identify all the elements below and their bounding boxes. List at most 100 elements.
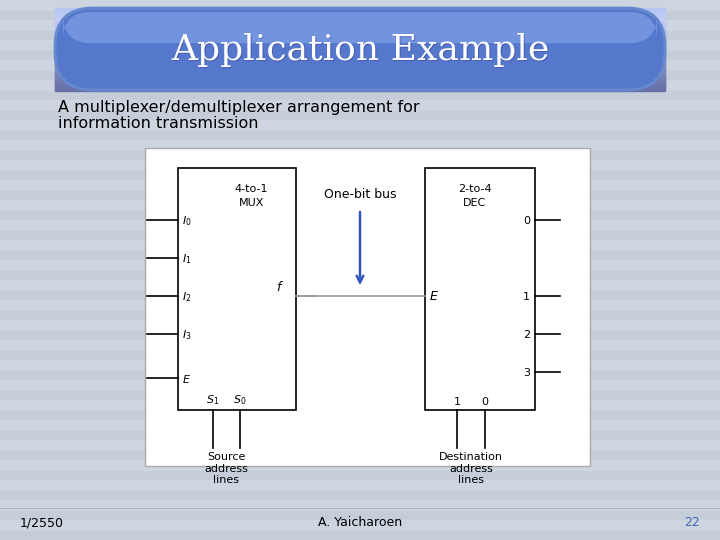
Text: 1/2550: 1/2550: [20, 516, 64, 530]
Bar: [0, 240, 720, 250]
Text: 4-to-1: 4-to-1: [235, 184, 268, 194]
Bar: [55, 16, 665, 19]
Bar: [55, 34, 665, 37]
Bar: [178, 168, 296, 410]
Bar: [55, 27, 665, 30]
Bar: [0, 180, 720, 190]
Text: information transmission: information transmission: [58, 116, 258, 131]
Text: $E$: $E$: [182, 373, 191, 385]
Text: A. Yaicharoen: A. Yaicharoen: [318, 516, 402, 530]
Text: 2: 2: [523, 330, 530, 340]
Bar: [0, 440, 720, 450]
Text: $I_2$: $I_2$: [182, 290, 192, 304]
Bar: [55, 76, 665, 79]
Bar: [0, 480, 720, 490]
Bar: [0, 80, 720, 90]
Bar: [0, 500, 720, 510]
Bar: [55, 50, 665, 53]
Text: Application Example: Application Example: [172, 34, 550, 68]
Text: 1: 1: [454, 397, 461, 407]
Bar: [55, 67, 665, 70]
Bar: [55, 65, 665, 68]
Bar: [55, 19, 665, 22]
Bar: [55, 37, 665, 39]
Text: 1: 1: [523, 292, 530, 302]
Bar: [55, 79, 665, 82]
Bar: [0, 140, 720, 150]
Bar: [55, 68, 665, 71]
Bar: [55, 56, 665, 59]
Bar: [55, 24, 665, 27]
Bar: [55, 32, 665, 36]
Bar: [55, 42, 665, 45]
Bar: [0, 280, 720, 290]
Text: Source
address
lines: Source address lines: [204, 452, 248, 485]
Text: One-bit bus: One-bit bus: [324, 188, 396, 201]
Bar: [55, 83, 665, 86]
Bar: [55, 29, 665, 31]
Bar: [55, 60, 665, 63]
Bar: [0, 60, 720, 70]
Bar: [55, 31, 665, 34]
Text: 22: 22: [684, 516, 700, 530]
Bar: [55, 80, 665, 83]
Bar: [55, 71, 665, 74]
Bar: [0, 340, 720, 350]
Bar: [55, 18, 665, 21]
Text: $I_0$: $I_0$: [182, 214, 192, 228]
Bar: [55, 46, 665, 49]
Text: 0: 0: [523, 216, 530, 226]
Bar: [55, 22, 665, 24]
Bar: [0, 160, 720, 170]
Bar: [55, 9, 665, 12]
Bar: [55, 41, 665, 44]
Text: $E$: $E$: [429, 291, 439, 303]
Bar: [0, 260, 720, 270]
Bar: [0, 0, 720, 10]
Bar: [55, 55, 665, 57]
Text: DEC: DEC: [463, 198, 486, 208]
Bar: [55, 12, 665, 15]
Bar: [0, 460, 720, 470]
Bar: [55, 39, 665, 42]
Bar: [55, 75, 665, 78]
Bar: [0, 420, 720, 430]
Bar: [425, 168, 535, 410]
Text: $I_3$: $I_3$: [182, 328, 192, 342]
Bar: [55, 8, 665, 11]
Bar: [55, 38, 665, 41]
Bar: [55, 86, 665, 89]
Bar: [0, 520, 720, 530]
Bar: [55, 85, 665, 87]
Bar: [0, 360, 720, 370]
Bar: [55, 26, 665, 29]
Bar: [55, 87, 665, 90]
Bar: [55, 82, 665, 85]
Bar: [55, 64, 665, 67]
Bar: [0, 300, 720, 310]
Text: $S_0$: $S_0$: [233, 393, 247, 407]
Bar: [55, 23, 665, 26]
Bar: [0, 40, 720, 50]
Text: MUX: MUX: [238, 198, 264, 208]
Bar: [55, 53, 665, 56]
Bar: [55, 89, 665, 91]
Bar: [55, 72, 665, 75]
Bar: [0, 220, 720, 230]
FancyBboxPatch shape: [63, 12, 657, 43]
Bar: [55, 45, 665, 48]
Bar: [55, 70, 665, 72]
Text: 3: 3: [523, 368, 530, 378]
Text: $f$: $f$: [276, 280, 284, 294]
Text: A multiplexer/demultiplexer arrangement for: A multiplexer/demultiplexer arrangement …: [58, 100, 420, 115]
Bar: [55, 11, 665, 14]
Bar: [55, 14, 665, 16]
Bar: [0, 200, 720, 210]
Bar: [55, 48, 665, 51]
Bar: [0, 100, 720, 110]
Text: Application Example: Application Example: [171, 33, 549, 67]
Bar: [55, 44, 665, 46]
Bar: [55, 63, 665, 65]
Bar: [55, 52, 665, 55]
Text: 0: 0: [482, 397, 488, 407]
